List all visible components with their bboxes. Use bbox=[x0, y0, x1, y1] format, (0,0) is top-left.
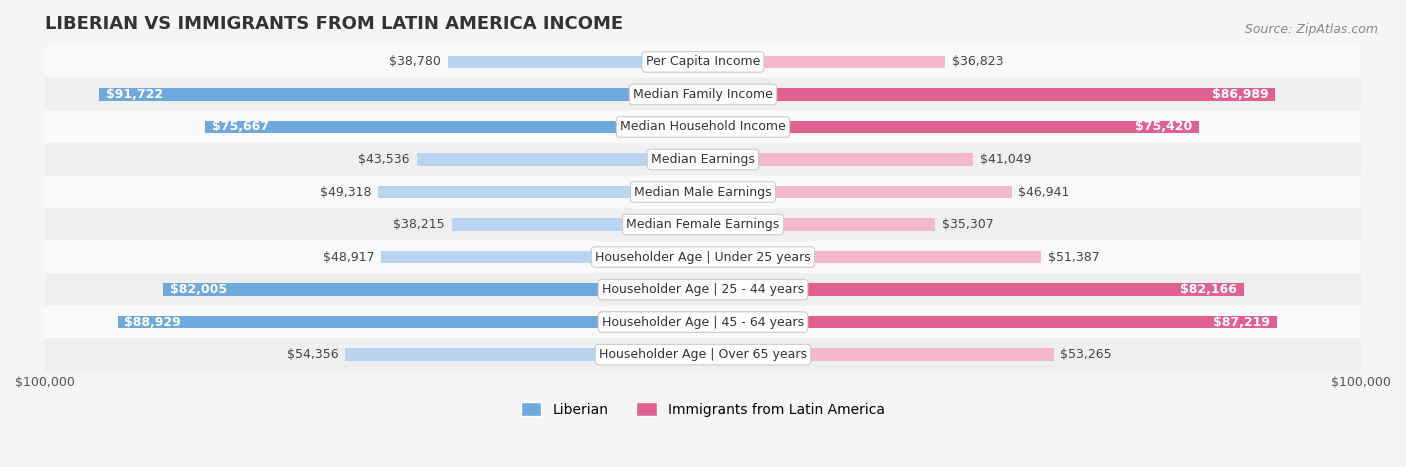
FancyBboxPatch shape bbox=[45, 305, 1361, 339]
Text: $46,941: $46,941 bbox=[1018, 185, 1070, 198]
Bar bbox=[416, 153, 703, 166]
Bar bbox=[163, 283, 703, 296]
Bar bbox=[451, 219, 703, 231]
Text: Householder Age | Under 25 years: Householder Age | Under 25 years bbox=[595, 251, 811, 263]
Bar bbox=[703, 348, 1053, 361]
Text: $48,917: $48,917 bbox=[323, 251, 374, 263]
Text: $53,265: $53,265 bbox=[1060, 348, 1112, 361]
Text: $54,356: $54,356 bbox=[287, 348, 339, 361]
Text: $41,049: $41,049 bbox=[980, 153, 1031, 166]
Text: Median Family Income: Median Family Income bbox=[633, 88, 773, 101]
Bar bbox=[100, 88, 703, 100]
Bar bbox=[205, 121, 703, 133]
Text: Median Earnings: Median Earnings bbox=[651, 153, 755, 166]
Bar bbox=[447, 56, 703, 68]
Text: $49,318: $49,318 bbox=[321, 185, 371, 198]
Text: $36,823: $36,823 bbox=[952, 56, 1004, 69]
Text: $91,722: $91,722 bbox=[105, 88, 163, 101]
Text: $51,387: $51,387 bbox=[1047, 251, 1099, 263]
Bar bbox=[378, 186, 703, 198]
Bar bbox=[703, 121, 1199, 133]
Bar bbox=[381, 251, 703, 263]
Text: Householder Age | Over 65 years: Householder Age | Over 65 years bbox=[599, 348, 807, 361]
FancyBboxPatch shape bbox=[45, 110, 1361, 143]
Text: Median Household Income: Median Household Income bbox=[620, 120, 786, 134]
Text: $43,536: $43,536 bbox=[359, 153, 411, 166]
Text: $87,219: $87,219 bbox=[1213, 316, 1271, 329]
Text: Source: ZipAtlas.com: Source: ZipAtlas.com bbox=[1244, 23, 1378, 36]
Text: $35,307: $35,307 bbox=[942, 218, 994, 231]
Bar bbox=[703, 283, 1244, 296]
Bar bbox=[703, 316, 1277, 328]
Text: $82,166: $82,166 bbox=[1180, 283, 1237, 296]
FancyBboxPatch shape bbox=[45, 273, 1361, 306]
Bar bbox=[703, 153, 973, 166]
Text: $75,667: $75,667 bbox=[212, 120, 269, 134]
Bar bbox=[703, 56, 945, 68]
Legend: Liberian, Immigrants from Latin America: Liberian, Immigrants from Latin America bbox=[515, 396, 891, 423]
FancyBboxPatch shape bbox=[45, 208, 1361, 241]
Bar bbox=[118, 316, 703, 328]
FancyBboxPatch shape bbox=[45, 143, 1361, 176]
Bar bbox=[703, 186, 1012, 198]
Text: $38,215: $38,215 bbox=[394, 218, 444, 231]
FancyBboxPatch shape bbox=[45, 78, 1361, 111]
Text: $86,989: $86,989 bbox=[1212, 88, 1268, 101]
Text: Householder Age | 25 - 44 years: Householder Age | 25 - 44 years bbox=[602, 283, 804, 296]
Bar bbox=[703, 88, 1275, 100]
Text: Median Female Earnings: Median Female Earnings bbox=[627, 218, 779, 231]
Bar bbox=[703, 219, 935, 231]
Bar bbox=[703, 251, 1042, 263]
Text: $75,420: $75,420 bbox=[1136, 120, 1192, 134]
FancyBboxPatch shape bbox=[45, 176, 1361, 209]
Text: $82,005: $82,005 bbox=[170, 283, 226, 296]
Bar bbox=[346, 348, 703, 361]
Text: $38,780: $38,780 bbox=[389, 56, 441, 69]
FancyBboxPatch shape bbox=[45, 45, 1361, 78]
Text: Median Male Earnings: Median Male Earnings bbox=[634, 185, 772, 198]
FancyBboxPatch shape bbox=[45, 241, 1361, 274]
FancyBboxPatch shape bbox=[45, 338, 1361, 371]
Text: LIBERIAN VS IMMIGRANTS FROM LATIN AMERICA INCOME: LIBERIAN VS IMMIGRANTS FROM LATIN AMERIC… bbox=[45, 15, 623, 33]
Text: Per Capita Income: Per Capita Income bbox=[645, 56, 761, 69]
Text: $88,929: $88,929 bbox=[124, 316, 181, 329]
Text: Householder Age | 45 - 64 years: Householder Age | 45 - 64 years bbox=[602, 316, 804, 329]
